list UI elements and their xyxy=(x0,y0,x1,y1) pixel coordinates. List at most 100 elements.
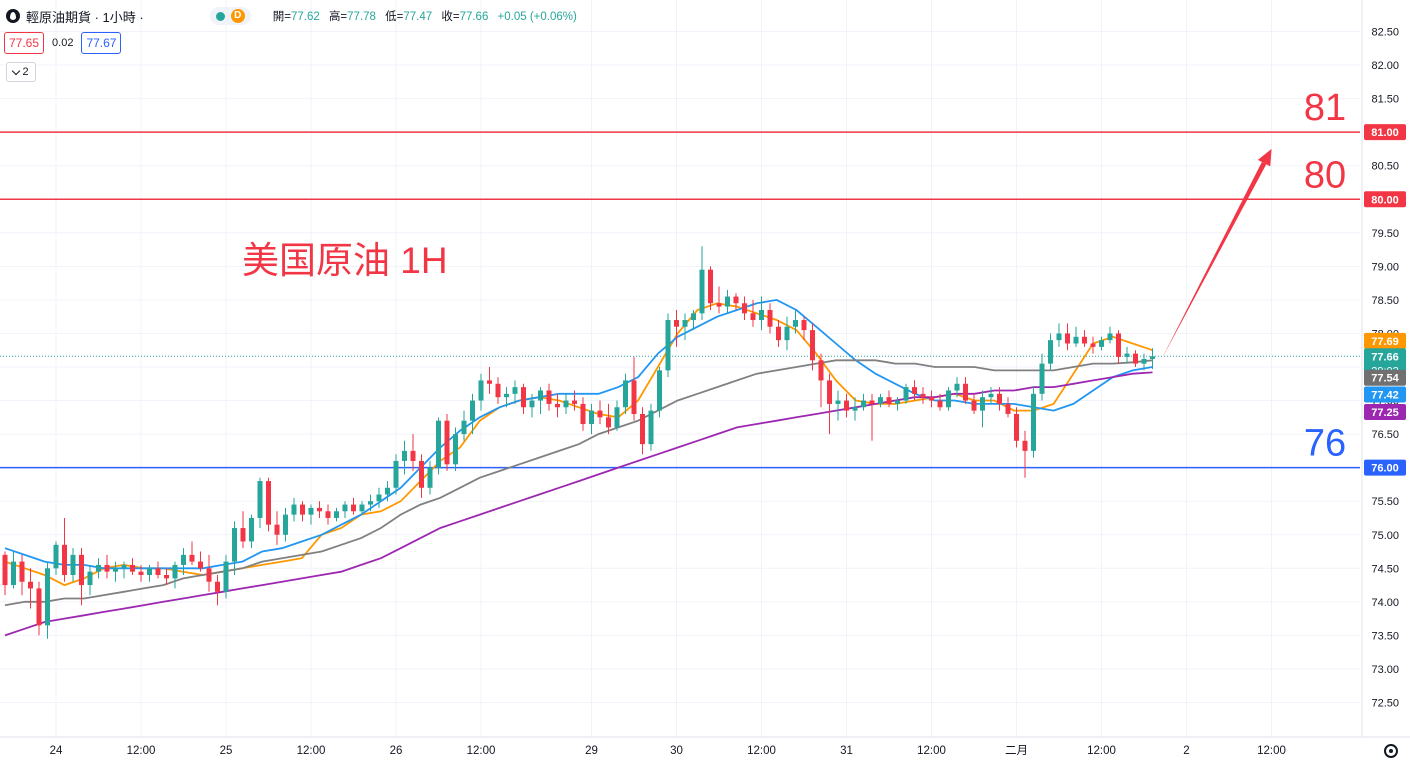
candle-body xyxy=(980,397,985,411)
price-tick-label: 79.00 xyxy=(1371,261,1399,273)
status-badges[interactable]: D xyxy=(209,7,251,25)
oil-drop-icon[interactable] xyxy=(6,9,20,23)
candle-body xyxy=(104,564,110,572)
high-value: 77.78 xyxy=(347,11,376,23)
candle-body xyxy=(1124,353,1130,357)
price-tick-label: 73.00 xyxy=(1371,664,1399,676)
candle-body xyxy=(36,588,42,626)
ohlc-values: 開=77.62 高=77.78 低=77.47 收=77.66 +0.05 (+… xyxy=(273,8,577,24)
candle-body xyxy=(461,420,467,435)
close-value: 77.66 xyxy=(459,11,489,23)
candle-body xyxy=(580,403,586,425)
candle-body xyxy=(912,387,917,394)
time-tick-label: 31 xyxy=(840,745,853,757)
candle-body xyxy=(19,561,25,582)
level-label: 80 xyxy=(1304,154,1346,196)
time-axis[interactable]: 24 12:00 25 12:00 26 12:00 29 30 12:00 31 12:00 二月 1… xyxy=(0,736,1410,757)
candle-body xyxy=(325,511,331,518)
indicators-toggle-button[interactable]: 2 xyxy=(6,62,36,82)
candle-body xyxy=(504,393,509,398)
candle-body xyxy=(861,400,866,408)
spread-value: 0.02 xyxy=(52,37,74,49)
candle-body xyxy=(334,511,339,518)
candle-body xyxy=(53,544,59,569)
candle-body xyxy=(521,387,526,408)
price-tick-label: 76.50 xyxy=(1371,429,1399,441)
candle-body xyxy=(470,400,475,421)
candle-body xyxy=(96,564,101,572)
ma-line xyxy=(4,302,1153,587)
candle-body xyxy=(223,561,229,592)
current-price-tag: 77.66 xyxy=(1371,351,1399,363)
candle-body xyxy=(198,561,203,569)
candle-body xyxy=(997,393,1002,404)
time-tick-label: 二月 xyxy=(1005,745,1028,757)
buy-price-button[interactable]: 77.67 xyxy=(81,32,122,54)
forecast-arrow[interactable] xyxy=(1161,148,1272,361)
candle-body xyxy=(317,507,322,512)
candle-body xyxy=(546,390,552,404)
candle-body xyxy=(937,400,943,408)
candle-body xyxy=(164,575,169,579)
candle-body xyxy=(674,320,679,327)
candle-body xyxy=(62,544,67,576)
sell-price-button[interactable]: 77.65 xyxy=(4,32,45,54)
low-value: 77.47 xyxy=(403,11,433,23)
candle-body xyxy=(410,450,416,461)
candle-body xyxy=(1005,403,1011,414)
candle-body xyxy=(810,330,815,361)
ma-price-tag-bg xyxy=(1364,386,1406,403)
candle-body xyxy=(750,313,756,321)
candle-body xyxy=(11,561,16,586)
candle-body xyxy=(79,554,84,586)
candle-body xyxy=(342,504,348,512)
candle-body xyxy=(113,568,118,572)
open-value: 77.62 xyxy=(290,11,320,23)
horizontal-levels[interactable]: 81 80 76 xyxy=(0,87,1360,469)
settings-icon[interactable] xyxy=(1384,744,1398,758)
candle-body xyxy=(606,417,611,428)
chart-title[interactable]: 美国原油 1H xyxy=(242,240,448,281)
time-tick-label: 12:00 xyxy=(917,745,946,757)
candle-body xyxy=(1022,440,1028,451)
level-price-tag: 76.00 xyxy=(1371,463,1399,475)
open-label: 開= xyxy=(272,11,291,23)
ma-line xyxy=(4,359,1153,607)
chevron-down-icon xyxy=(12,66,21,75)
candle-body xyxy=(266,481,271,525)
candle-body xyxy=(742,303,747,314)
time-tick-label: 12:00 xyxy=(467,745,496,757)
candle-body xyxy=(623,380,628,408)
candle-body xyxy=(487,380,492,384)
candle-body xyxy=(708,269,713,304)
candle-body xyxy=(436,420,441,468)
candle-body xyxy=(121,564,127,569)
candle-body xyxy=(495,383,501,398)
candle-body xyxy=(631,380,637,414)
candle-body xyxy=(929,397,934,401)
candle-body xyxy=(249,517,254,542)
candle-body xyxy=(70,554,76,576)
candle-body xyxy=(648,410,654,445)
candle-body xyxy=(28,581,33,589)
candle-body xyxy=(385,487,390,495)
candle-body xyxy=(206,568,212,582)
price-tick-label: 73.50 xyxy=(1371,630,1399,642)
candle-body xyxy=(1090,343,1096,347)
candle-body xyxy=(1014,413,1019,441)
legend: 輕原油期貨 · 1小時 · D 開=77.62 高=77.78 低=77.47 … xyxy=(6,6,577,26)
symbol-title[interactable]: 輕原油期貨 · 1小時 · xyxy=(26,9,144,25)
candle-body xyxy=(903,387,909,401)
indicator-count: 2 xyxy=(22,66,29,78)
candle-body xyxy=(835,400,841,404)
level-price-tag-bg xyxy=(1364,459,1406,476)
candle-body xyxy=(963,383,968,401)
ma-price-tag-bg xyxy=(1364,332,1406,349)
candle-body xyxy=(376,494,382,502)
candle-body xyxy=(614,407,620,428)
ma-line xyxy=(4,371,1153,637)
price-tick-label: 79.50 xyxy=(1371,228,1399,240)
candle-body xyxy=(1048,340,1053,364)
candle-body xyxy=(351,504,356,512)
